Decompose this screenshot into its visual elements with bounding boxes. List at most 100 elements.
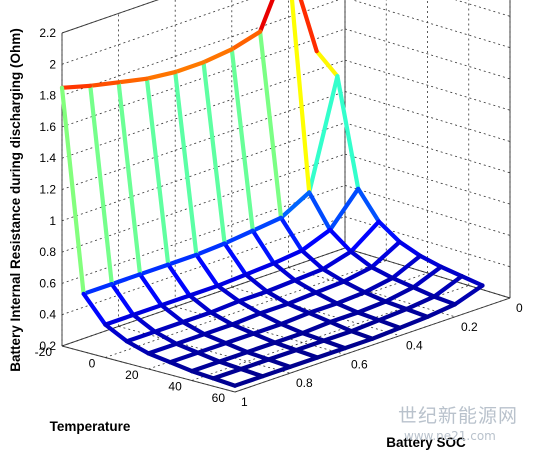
surface-mesh-segment: [356, 186, 381, 224]
surface-mesh-segment: [189, 359, 222, 374]
surface-mesh-segment: [285, 290, 318, 306]
surface-mesh-segment: [313, 290, 339, 306]
surface-mesh-segment: [159, 293, 192, 308]
surface-mesh-segment: [334, 301, 360, 315]
surface-mesh-segment: [174, 341, 200, 355]
surface-mesh-segment: [349, 318, 382, 334]
surface-mesh-segment: [137, 262, 171, 277]
surface-mesh-segment: [278, 190, 312, 220]
surface-mesh-segment: [245, 350, 271, 362]
surface-mesh-segment: [243, 272, 269, 294]
surface-mesh-segment: [251, 321, 284, 336]
surface-mesh-segment: [432, 294, 458, 307]
surface-mesh-segment: [292, 278, 318, 295]
z-tick-label: 0.8: [39, 245, 56, 259]
surface-mesh-segment: [258, 311, 284, 327]
surface-mesh-segment: [222, 228, 255, 246]
surface-mesh-segment: [334, 290, 367, 306]
surface-mesh-segment: [258, 0, 275, 34]
surface-mesh-segment: [201, 60, 227, 246]
surface-mesh-segment: [328, 319, 354, 334]
surface-mesh-segment: [195, 341, 228, 355]
y-tick-label: 0: [516, 301, 523, 315]
surface-mesh-segment: [223, 341, 250, 355]
surface-mesh-segment: [211, 376, 238, 388]
surface-mesh-segment: [232, 374, 265, 388]
surface-mesh-segment: [271, 248, 304, 266]
surface-mesh-segment: [238, 366, 265, 379]
surface-mesh-segment: [81, 291, 108, 327]
surface-mesh-segment: [217, 359, 244, 372]
surface-mesh-segment: [289, 0, 312, 195]
surface-mesh-segment: [166, 252, 199, 267]
surface-mesh-segment: [307, 301, 339, 315]
x-axis-label: Temperature: [50, 419, 131, 434]
surface-mesh-segment: [251, 331, 277, 345]
surface-mesh-segment: [202, 332, 228, 346]
surface-mesh-segment: [236, 299, 263, 316]
surface-mesh-segment: [321, 329, 354, 343]
z-tick-label: 2: [49, 57, 56, 71]
surface-mesh-segment: [222, 241, 248, 277]
tick-labels: 0.2 0.4 0.6 0.8 1 1.2 1.4 1.6 1.8 2 2.2 -20 0 20 40 60 1…: [35, 26, 523, 409]
surface-mesh-segment: [300, 331, 326, 343]
z-tick-label: 1.8: [39, 89, 56, 103]
surface-mesh-segment: [390, 275, 416, 290]
x-tick-label: -20: [35, 345, 53, 359]
surface-mesh-segment: [137, 272, 164, 308]
surface-mesh-segment: [355, 299, 388, 315]
x-tick-label: 20: [125, 368, 139, 382]
surface-mesh-segment: [116, 80, 143, 277]
surface-mesh-segment: [215, 283, 241, 304]
surface-mesh-segment: [168, 360, 194, 374]
surface-mesh-segment: [320, 267, 346, 284]
surface-mesh-segment: [341, 265, 374, 284]
z-tick-label: 1.4: [39, 151, 56, 165]
surface-mesh-segment: [320, 249, 353, 272]
surface-mesh-segment: [307, 310, 333, 325]
surface-mesh-segment: [166, 262, 192, 298]
watermark-url: www.ne21.com: [404, 429, 496, 443]
surface-mesh-segment: [321, 338, 348, 351]
surface-mesh-segment: [299, 227, 333, 253]
z-tick-label: 1.2: [39, 183, 56, 197]
surface-mesh-segment: [271, 261, 297, 283]
grid-line-z-right: [344, 59, 511, 111]
surface-mesh-segment: [81, 282, 114, 296]
surface-mesh-segment: [425, 302, 458, 319]
grid-line-x-floor: [148, 272, 428, 370]
surface-mesh-segment: [238, 357, 271, 372]
surface-mesh-segment: [174, 332, 207, 346]
surface-mesh-segment: [369, 239, 402, 270]
surface-mesh-segment: [109, 272, 143, 287]
surface-mesh-segment: [404, 307, 430, 319]
surface-mesh-segment: [116, 76, 149, 85]
surface-mesh-segment: [168, 350, 200, 365]
surface-mesh-segment: [131, 303, 164, 317]
surface-mesh-segment: [88, 83, 114, 287]
y-tick-label: 0.2: [461, 320, 478, 334]
surface-mesh-segment: [159, 303, 185, 325]
surface-mesh-segment: [279, 321, 305, 336]
surface-mesh-segment: [180, 310, 213, 325]
surface-mesh-segment: [109, 282, 136, 317]
surface-mesh-segment: [152, 329, 179, 346]
surface-mesh-segment: [348, 249, 374, 270]
x-tick-label: 40: [168, 380, 182, 394]
surface-mesh-segment: [411, 264, 444, 290]
grid-line-x-floor: [191, 285, 469, 381]
surface-mesh-segment: [229, 29, 263, 52]
surface-mesh-segment: [370, 325, 403, 341]
surface-mesh-segment: [201, 47, 234, 65]
surface-mesh-segment: [59, 83, 93, 90]
z-tick-label: 1.6: [39, 120, 56, 134]
grid-line-y-floor: [344, 247, 511, 299]
z-tick-label: 1: [49, 214, 56, 228]
z-axis-label: Battery Internal Resistance during disch…: [8, 28, 23, 372]
surface-mesh-segment: [452, 283, 485, 307]
surface-mesh-segment: [300, 319, 333, 336]
grid-line-y-floor: [288, 267, 456, 318]
surface-mesh-segment: [278, 215, 304, 253]
surface-mesh-segment: [383, 285, 416, 304]
surface-mesh-segment: [144, 69, 178, 81]
